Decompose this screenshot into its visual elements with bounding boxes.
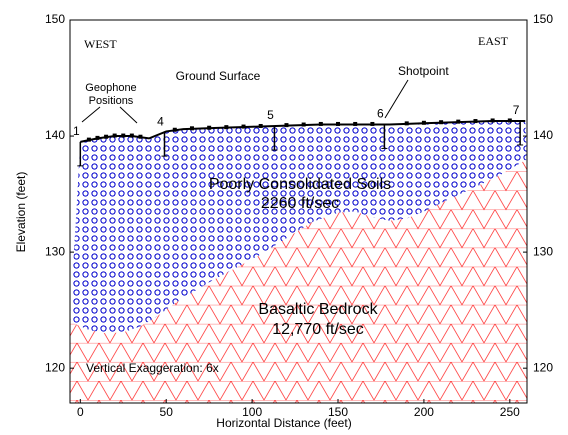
geophone — [224, 125, 228, 129]
y-tick-label: 150 — [45, 12, 65, 26]
geophone — [104, 135, 108, 139]
y2-tick-label: 150 — [533, 12, 553, 26]
shotpoint-number: 5 — [267, 108, 274, 122]
geophone — [422, 121, 426, 125]
geophone — [319, 122, 323, 126]
geophone — [284, 123, 288, 127]
ground-surface-label: Ground Surface — [176, 69, 261, 83]
geophone — [87, 138, 91, 142]
geophone — [95, 136, 99, 140]
x-tick-label: 250 — [500, 405, 520, 419]
arrow — [385, 80, 408, 118]
geophone — [259, 124, 263, 128]
x-tick-label: 150 — [328, 405, 348, 419]
geophone — [353, 122, 357, 126]
east-label: EAST — [478, 34, 509, 48]
geophone — [130, 134, 134, 138]
geophone — [473, 119, 477, 123]
page: Horizontal Distance (feet) Elevation (fe… — [0, 0, 568, 435]
shotpoint-label: Shotpoint — [398, 64, 449, 78]
geophone — [405, 121, 409, 125]
x-tick-label: 200 — [414, 405, 434, 419]
y-tick-label: 140 — [45, 128, 65, 142]
geophone — [138, 135, 142, 139]
geophone — [242, 125, 246, 129]
geophone — [508, 118, 512, 122]
arrow — [82, 107, 100, 122]
geophone-label: Geophone Positions — [78, 82, 144, 108]
geophone — [190, 126, 194, 130]
layer-name: Poorly Consolidated Soils — [209, 176, 391, 193]
y-tick-label: 130 — [45, 244, 65, 258]
geophone — [207, 126, 211, 130]
y2-tick-label: 130 — [533, 244, 553, 258]
y2-tick-label: 120 — [533, 360, 553, 374]
shotpoint-number: 7 — [513, 103, 520, 117]
layer-velocity: 12,770 ft/sec — [272, 321, 364, 338]
west-label: WEST — [84, 37, 117, 51]
geophone — [370, 122, 374, 126]
y-tick-label: 120 — [45, 360, 65, 374]
x-tick-label: 50 — [160, 405, 174, 419]
exaggeration-note: Vertical Exaggeration: 6x — [86, 361, 219, 375]
geophone — [173, 128, 177, 132]
chart: Horizontal Distance (feet) Elevation (fe… — [0, 0, 568, 435]
y-axis-label: Elevation (feet) — [14, 172, 28, 253]
x-tick-label: 0 — [77, 405, 84, 419]
x-tick-label: 100 — [242, 405, 262, 419]
geophone — [336, 122, 340, 126]
geophone — [439, 120, 443, 124]
geophone — [491, 118, 495, 122]
layer-velocity: 2260 ft/sec — [261, 195, 339, 212]
y2-tick-label: 140 — [533, 128, 553, 142]
layer-name: Basaltic Bedrock — [258, 301, 378, 318]
shotpoint-number: 4 — [157, 114, 164, 128]
geophone — [302, 123, 306, 127]
geophone — [456, 120, 460, 124]
geophone — [121, 134, 125, 138]
geophone — [113, 134, 117, 138]
arrow — [120, 107, 137, 123]
shotpoint-number: 1 — [73, 124, 80, 138]
shotpoint-number: 6 — [377, 107, 384, 121]
